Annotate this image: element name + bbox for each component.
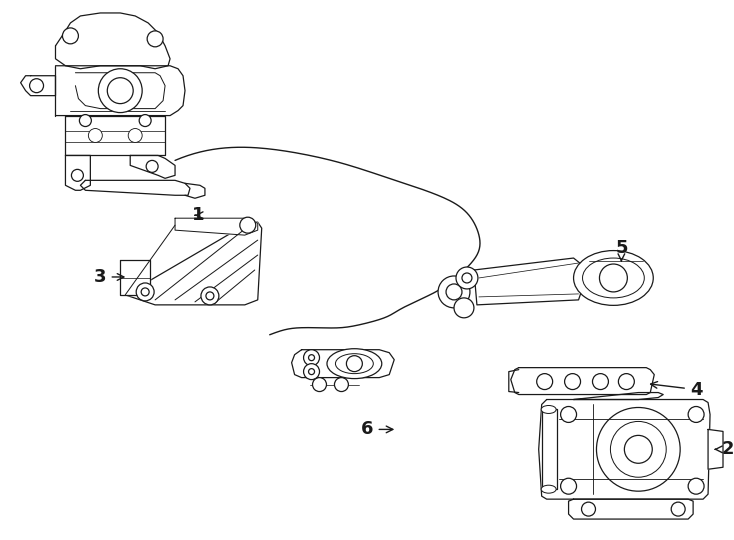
- Text: 4: 4: [650, 381, 702, 399]
- Circle shape: [139, 114, 151, 126]
- Circle shape: [206, 292, 214, 300]
- Circle shape: [625, 435, 653, 463]
- Polygon shape: [120, 260, 150, 295]
- Circle shape: [564, 374, 581, 389]
- Circle shape: [308, 355, 315, 361]
- Circle shape: [107, 78, 133, 104]
- Polygon shape: [126, 222, 262, 305]
- Circle shape: [561, 478, 576, 494]
- Polygon shape: [474, 258, 589, 305]
- Circle shape: [597, 408, 680, 491]
- Polygon shape: [542, 409, 556, 489]
- Circle shape: [335, 377, 349, 392]
- Circle shape: [688, 407, 704, 422]
- Polygon shape: [65, 116, 165, 156]
- Circle shape: [304, 363, 319, 380]
- Circle shape: [438, 276, 470, 308]
- Circle shape: [688, 478, 704, 494]
- Polygon shape: [81, 180, 190, 195]
- Circle shape: [618, 374, 634, 389]
- Text: 3: 3: [94, 268, 124, 286]
- Text: 5: 5: [615, 239, 628, 261]
- Circle shape: [462, 273, 472, 283]
- Circle shape: [600, 264, 628, 292]
- Polygon shape: [56, 13, 170, 69]
- Circle shape: [308, 369, 315, 375]
- Circle shape: [29, 79, 43, 93]
- Polygon shape: [291, 350, 394, 377]
- Text: 2: 2: [716, 440, 734, 458]
- Polygon shape: [511, 368, 654, 395]
- Circle shape: [79, 114, 91, 126]
- Circle shape: [313, 377, 327, 392]
- Polygon shape: [21, 76, 56, 96]
- Circle shape: [137, 283, 154, 301]
- Circle shape: [561, 407, 576, 422]
- Ellipse shape: [573, 251, 653, 305]
- Circle shape: [201, 287, 219, 305]
- Circle shape: [128, 129, 142, 143]
- Polygon shape: [569, 499, 693, 519]
- Polygon shape: [130, 156, 175, 178]
- Polygon shape: [708, 429, 723, 469]
- Circle shape: [346, 356, 363, 372]
- Circle shape: [456, 267, 478, 289]
- Circle shape: [147, 31, 163, 47]
- Circle shape: [88, 129, 102, 143]
- Polygon shape: [175, 218, 258, 235]
- Circle shape: [581, 502, 595, 516]
- Circle shape: [454, 298, 474, 318]
- Ellipse shape: [541, 406, 556, 414]
- Circle shape: [71, 170, 84, 181]
- Circle shape: [62, 28, 79, 44]
- Circle shape: [146, 160, 158, 172]
- Circle shape: [611, 421, 666, 477]
- Ellipse shape: [327, 349, 382, 379]
- Circle shape: [98, 69, 142, 112]
- Polygon shape: [65, 156, 90, 190]
- Circle shape: [141, 288, 149, 296]
- Circle shape: [446, 284, 462, 300]
- Circle shape: [304, 350, 319, 366]
- Ellipse shape: [583, 258, 644, 298]
- Circle shape: [537, 374, 553, 389]
- Ellipse shape: [541, 485, 556, 493]
- Circle shape: [240, 217, 255, 233]
- Text: 1: 1: [192, 206, 204, 224]
- Polygon shape: [539, 400, 710, 499]
- Circle shape: [671, 502, 685, 516]
- Text: 6: 6: [361, 421, 393, 438]
- Ellipse shape: [335, 354, 374, 374]
- Circle shape: [592, 374, 608, 389]
